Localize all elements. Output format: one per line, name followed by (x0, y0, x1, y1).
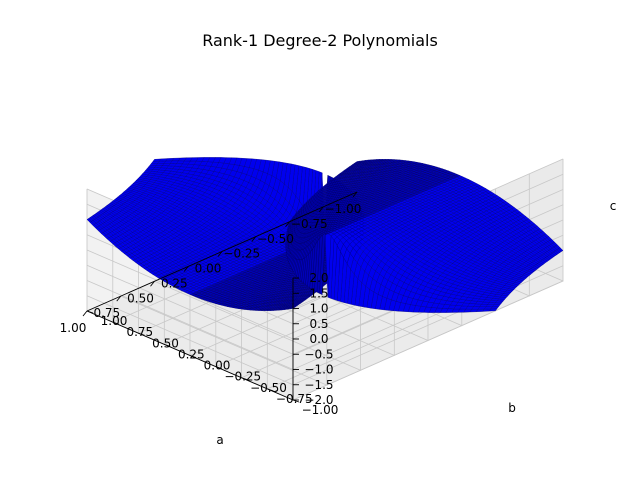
surface-plot (86, 157, 564, 313)
surface-facet (149, 163, 159, 166)
surface-facet (148, 165, 157, 168)
chart-title: Rank-1 Degree-2 Polynomials (202, 31, 438, 50)
